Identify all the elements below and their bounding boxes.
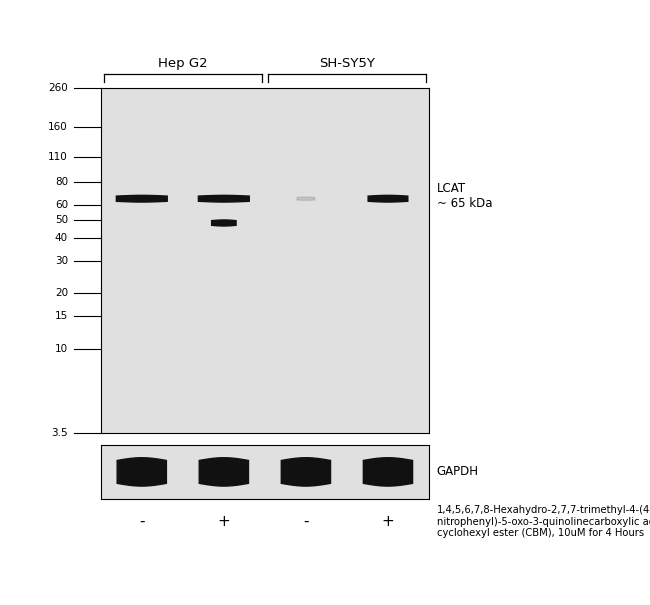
- Text: +: +: [382, 514, 395, 529]
- Text: +: +: [218, 514, 230, 529]
- Text: 50: 50: [55, 215, 68, 224]
- Polygon shape: [199, 458, 248, 486]
- Text: -: -: [303, 514, 309, 529]
- Text: 80: 80: [55, 177, 68, 187]
- Text: 15: 15: [55, 311, 68, 321]
- Text: Hep G2: Hep G2: [158, 57, 207, 70]
- Polygon shape: [212, 220, 236, 226]
- Text: 20: 20: [55, 288, 68, 298]
- Text: GAPDH: GAPDH: [437, 465, 479, 479]
- Text: 60: 60: [55, 200, 68, 210]
- Text: 260: 260: [48, 83, 68, 93]
- Polygon shape: [281, 458, 330, 486]
- Polygon shape: [116, 195, 167, 202]
- Text: 30: 30: [55, 255, 68, 266]
- Text: LCAT
~ 65 kDa: LCAT ~ 65 kDa: [437, 182, 492, 210]
- Polygon shape: [363, 458, 413, 486]
- Polygon shape: [368, 195, 408, 202]
- Text: 160: 160: [48, 122, 68, 132]
- Polygon shape: [117, 458, 166, 486]
- Text: SH-SY5Y: SH-SY5Y: [319, 57, 375, 70]
- Text: 1,4,5,6,7,8-Hexahydro-2,7,7-trimethyl-4-(4-
nitrophenyl)-5-oxo-3-quinolinecarbox: 1,4,5,6,7,8-Hexahydro-2,7,7-trimethyl-4-…: [437, 505, 650, 538]
- Text: 110: 110: [48, 152, 68, 162]
- Text: -: -: [139, 514, 144, 529]
- Text: 10: 10: [55, 344, 68, 353]
- Text: 40: 40: [55, 232, 68, 243]
- Polygon shape: [297, 197, 315, 200]
- Text: 3.5: 3.5: [51, 428, 68, 437]
- Polygon shape: [198, 195, 250, 202]
